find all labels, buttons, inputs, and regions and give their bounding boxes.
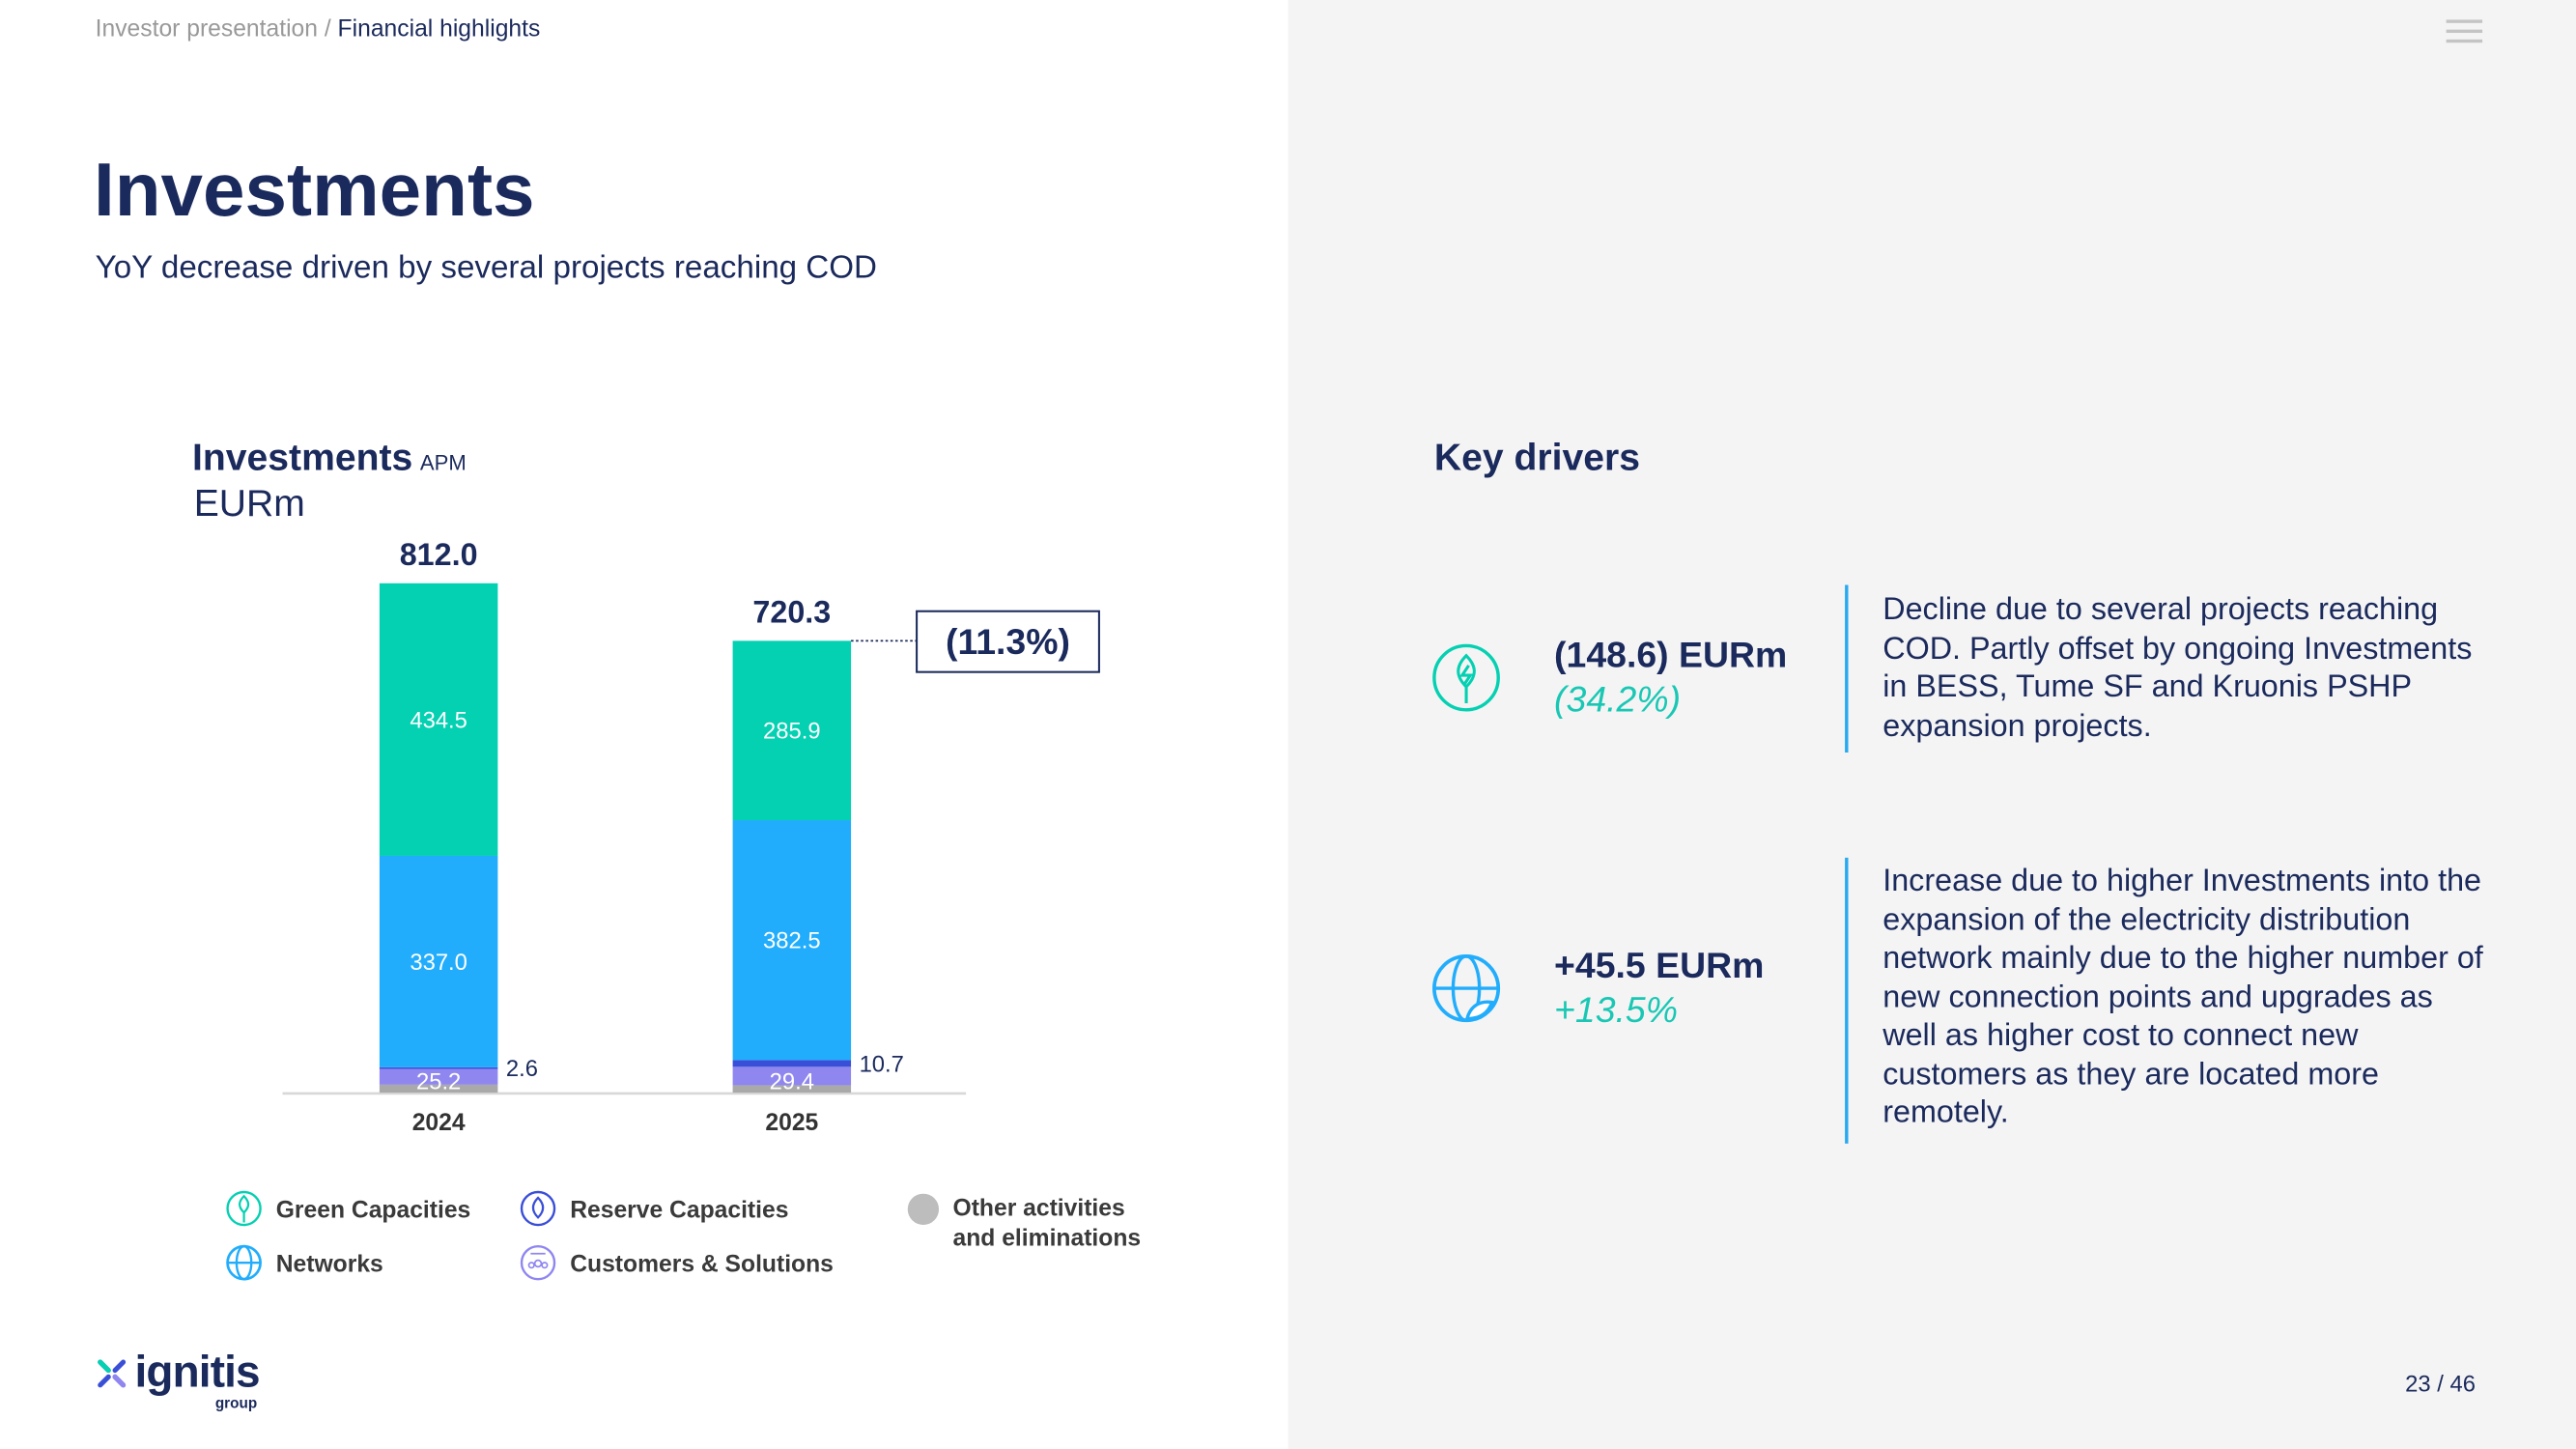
breadcrumb-separator: /	[317, 16, 338, 43]
bar-segment	[732, 1060, 852, 1067]
right-panel	[1288, 0, 2576, 1449]
leaf-bolt-icon	[1432, 643, 1500, 712]
driver-pct: +13.5%	[1554, 988, 1679, 1031]
page-title: Investments	[93, 146, 535, 232]
leaf-bolt-icon	[226, 1190, 262, 1227]
x-tick-label: 2024	[412, 1110, 466, 1136]
bar-segment	[732, 1066, 852, 1086]
bar-segment	[732, 640, 852, 821]
bar-segment	[379, 1068, 498, 1085]
total-label: 812.0	[400, 537, 478, 572]
legend-label: Green Capacities	[275, 1197, 471, 1225]
breadcrumb-parent[interactable]: Investor presentation	[95, 16, 318, 43]
chart-title: Investments APM	[192, 436, 467, 480]
breadcrumb: Investor presentation / Financial highli…	[96, 16, 541, 43]
key-drivers-title: Key drivers	[1433, 435, 1641, 478]
logo-sub: group	[214, 1395, 258, 1412]
globe-leaf-icon	[226, 1244, 262, 1281]
driver-text: Increase due to higher Investments into …	[1882, 864, 2483, 1131]
investments-chart: 25.2 2.6 337.0 434.5 812.0 2024 29.4 10.7 382.5 2…	[282, 537, 1100, 1136]
bar-segment	[379, 582, 498, 856]
hamburger-icon[interactable]	[2446, 19, 2483, 43]
change-label: (11.3%)	[946, 621, 1070, 662]
legend-item-networks: Networks	[225, 1244, 383, 1282]
gray-dot-icon	[907, 1193, 940, 1226]
chart-title-text: Investments	[192, 435, 413, 478]
data-label: 29.4	[770, 1069, 814, 1095]
bar-segment	[732, 1085, 852, 1094]
page-number: 23 / 46	[2405, 1370, 2476, 1397]
driver-value: +45.5 EURm	[1554, 945, 1765, 986]
legend-label: Reserve Capacities	[570, 1197, 789, 1225]
legend-item-customers: Customers & Solutions	[519, 1244, 834, 1282]
x-tick-label: 2025	[765, 1110, 818, 1136]
logo-mark-icon	[98, 1359, 127, 1388]
people-icon	[520, 1244, 556, 1281]
breadcrumb-current: Financial highlights	[337, 16, 541, 43]
globe-leaf-icon	[1432, 954, 1501, 1023]
chart-title-tag: APM	[419, 450, 467, 475]
logo-name: ignitis	[134, 1347, 260, 1397]
data-label: 25.2	[416, 1069, 461, 1095]
chart-unit: EURm	[193, 481, 305, 525]
data-label: 285.9	[763, 719, 821, 745]
driver-value: (148.6) EURm	[1554, 634, 1788, 676]
divider	[1845, 584, 1849, 753]
total-label: 720.3	[752, 595, 831, 630]
data-label: 434.5	[410, 707, 467, 733]
bar-segment	[379, 1066, 498, 1069]
data-label: 337.0	[410, 950, 467, 976]
legend-item-green: Green Capacities	[225, 1189, 470, 1227]
flame-icon	[520, 1190, 556, 1227]
bar-segment	[379, 855, 498, 1067]
data-label: 2.6	[506, 1056, 538, 1082]
legend-item-reserve: Reserve Capacities	[519, 1189, 788, 1227]
driver-text: Decline due to several projects reaching…	[1882, 593, 2473, 744]
data-label: 382.5	[763, 928, 821, 954]
divider	[1845, 857, 1849, 1144]
driver-pct: (34.2%)	[1554, 678, 1682, 720]
legend-item-other: Other activities and eliminations	[907, 1193, 1167, 1254]
legend-label: Customers & Solutions	[570, 1252, 834, 1279]
page-subtitle: YoY decrease driven by several projects …	[95, 249, 878, 286]
data-label: 10.7	[860, 1051, 904, 1077]
change-box	[916, 610, 1100, 673]
bar-segment	[379, 1084, 498, 1094]
bar-segment	[732, 820, 852, 1061]
legend-label: Networks	[275, 1252, 383, 1279]
legend-label: Other activities and eliminations	[952, 1196, 1142, 1253]
